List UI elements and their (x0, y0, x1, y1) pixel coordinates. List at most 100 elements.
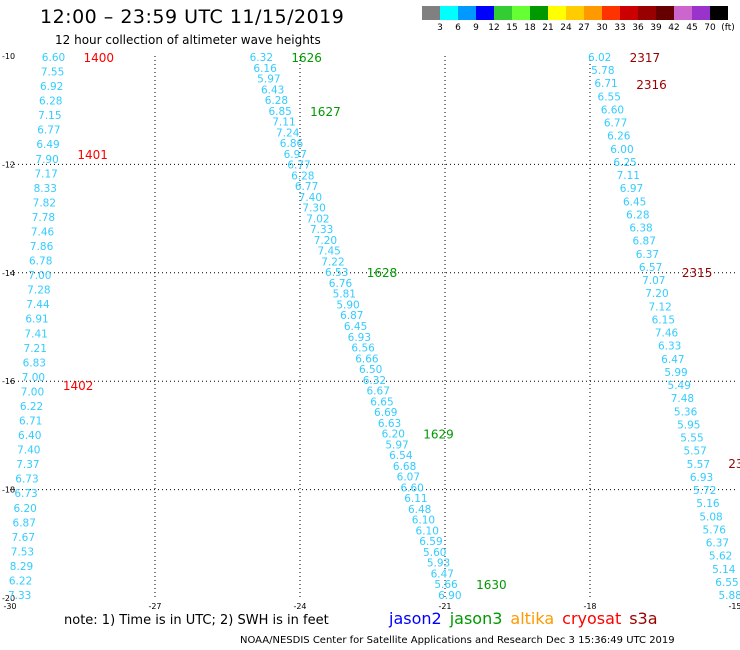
swh-value: 6.73 (14, 488, 37, 500)
time-label: 1627 (310, 105, 341, 119)
swh-value: 7.40 (17, 445, 40, 457)
color-scale-label: 30 (596, 23, 608, 33)
swh-value: 7.15 (38, 110, 61, 122)
legend-item-s3a: s3a (629, 609, 658, 628)
satellite-legend: jason2 jason3 altika cryosat s3a (389, 609, 666, 628)
swh-value: 5.55 (680, 433, 703, 445)
swh-value: 5.16 (696, 498, 720, 510)
swh-value: 6.67 (367, 386, 390, 398)
swh-value: 5.14 (712, 564, 736, 576)
swh-value: 6.55 (715, 577, 738, 589)
swh-value: 5.57 (687, 459, 710, 471)
swh-value: 7.00 (21, 386, 44, 398)
swh-value: 6.28 (39, 96, 62, 108)
swh-value: 6.97 (284, 149, 307, 161)
swh-value: 6.26 (607, 131, 631, 143)
swh-value: 5.88 (718, 590, 740, 602)
swh-value: 7.33 (310, 224, 333, 236)
swh-value: 5.97 (257, 74, 280, 86)
color-swatch (530, 6, 548, 20)
color-swatch (602, 6, 620, 20)
swh-value: 6.25 (613, 157, 636, 169)
color-scale-label: 70 (704, 23, 716, 33)
swh-value: 6.57 (639, 262, 662, 274)
swh-value: 5.90 (336, 299, 359, 311)
swh-value: 7.00 (28, 270, 51, 282)
swh-value: 6.47 (661, 354, 684, 366)
swh-value: 6.10 (412, 515, 435, 527)
swh-value: 6.77 (37, 125, 60, 137)
swh-value: 6.16 (253, 63, 277, 75)
swh-value: 7.20 (645, 288, 668, 300)
y-tick-label: -20 (2, 594, 15, 603)
swh-value: 7.28 (27, 285, 50, 297)
color-swatch (566, 6, 584, 20)
swh-value: 7.22 (321, 256, 344, 268)
swh-value: 6.87 (13, 517, 36, 529)
swh-value: 6.20 (13, 503, 36, 515)
swh-value: 6.93 (348, 332, 371, 344)
time-label: 1628 (367, 266, 398, 280)
swh-value: 6.28 (265, 95, 288, 107)
y-tick-label: -12 (2, 160, 15, 169)
swh-value: 6.97 (620, 183, 643, 195)
color-swatch (710, 6, 728, 20)
color-scale-label: 3 (437, 23, 443, 33)
swh-value: 6.65 (370, 396, 393, 408)
color-swatch (692, 6, 710, 20)
swh-value: 6.22 (20, 401, 43, 413)
swh-value: 6.37 (706, 538, 729, 550)
swh-value: 6.45 (623, 196, 646, 208)
time-label: 2316 (636, 78, 667, 92)
swh-value: 6.22 (9, 575, 32, 587)
swh-value: 7.40 (299, 192, 322, 204)
swh-value: 6.76 (329, 278, 353, 290)
swh-value: 7.12 (648, 301, 671, 313)
x-tick-label: -30 (3, 602, 16, 611)
color-swatch (440, 6, 458, 20)
swh-value: 6.60 (601, 104, 624, 116)
swh-value: 5.49 (668, 380, 691, 392)
swh-value: 6.38 (629, 223, 652, 235)
swh-value: 7.78 (32, 212, 55, 224)
note-text: note: 1) Time is in UTC; 2) SWH is in fe… (64, 613, 329, 628)
x-tick-label: -18 (583, 602, 596, 611)
swh-value: 5.78 (591, 65, 614, 77)
swh-value: 6.15 (652, 314, 675, 326)
swh-value: 6.86 (280, 138, 304, 150)
time-label: 2315 (682, 266, 713, 280)
legend-item-jason2: jason2 (389, 609, 442, 628)
swh-value: 7.82 (33, 197, 56, 209)
swh-value: 6.71 (594, 78, 617, 90)
color-scale-label: 42 (668, 23, 680, 33)
swh-value: 5.81 (333, 289, 356, 301)
swh-value: 5.08 (699, 511, 722, 523)
color-swatch (512, 6, 530, 20)
swh-value: 6.32 (363, 375, 386, 387)
swh-value: 7.07 (642, 275, 665, 287)
y-tick-label: -10 (2, 52, 15, 61)
color-scale-label: 36 (632, 23, 644, 33)
swh-value: 7.67 (12, 532, 35, 544)
swh-value: 6.32 (250, 52, 273, 64)
swh-value: 6.78 (29, 256, 52, 268)
color-scale-label: 24 (560, 23, 572, 33)
swh-value: 5.76 (703, 524, 727, 536)
swh-value: 7.17 (34, 168, 57, 180)
swh-value: 7.46 (655, 328, 679, 340)
swh-value: 6.48 (408, 504, 431, 516)
swh-value: 6.87 (340, 310, 363, 322)
swh-value: 6.68 (393, 461, 416, 473)
swh-value: 6.77 (287, 160, 310, 172)
swh-value: 7.55 (41, 67, 64, 79)
swh-value: 6.00 (610, 144, 633, 156)
color-scale-label: 18 (524, 23, 536, 33)
swh-value: 7.02 (306, 213, 329, 225)
swh-value: 6.02 (588, 52, 611, 64)
time-label: 1401 (77, 148, 108, 162)
time-label: 1626 (291, 51, 322, 65)
swh-value: 6.77 (295, 181, 318, 193)
swh-value: 6.59 (419, 536, 442, 548)
swh-value: 6.55 (598, 91, 621, 103)
swh-value: 7.20 (314, 235, 337, 247)
